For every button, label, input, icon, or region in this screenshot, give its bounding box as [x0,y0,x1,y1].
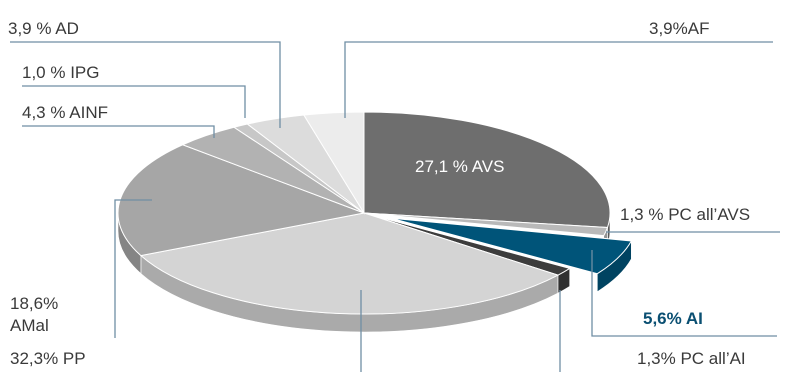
pie-slices [117,111,633,315]
leader-line-amal [114,199,152,338]
slice-pc-all-avs [363,212,609,237]
label-amal-line1: 18,6% [10,294,58,313]
label-af: 3,9%AF [649,19,709,38]
slice-amal [117,144,366,257]
label-pc-ai: 1,3% PC all’AI [637,349,746,368]
label-pc-avs: 1,3 % PC all’AVS [620,205,750,224]
label-ai: 5,6% AI [643,309,703,328]
label-avs: 27,1 % AVS [415,157,504,176]
leader-line-ad [10,41,281,128]
leader-lines [10,41,780,372]
label-pp: 32,3% PP [10,349,86,368]
label-ipg: 1,0 % IPG [22,63,99,82]
leader-line-af [344,41,773,118]
leader-line-ipg [22,85,246,118]
leader-line-ai [591,250,777,337]
label-amal-line2: AMal [10,316,49,335]
label-ad: 3,9 % AD [8,19,79,38]
slice-af [303,111,365,215]
label-ainf: 4,3 % AINF [22,103,108,122]
slice-ai [391,217,633,275]
slice-avs [363,111,611,229]
slice-pp [139,212,560,315]
leader-line-ainf [22,125,215,138]
pie-side-walls [117,212,632,333]
